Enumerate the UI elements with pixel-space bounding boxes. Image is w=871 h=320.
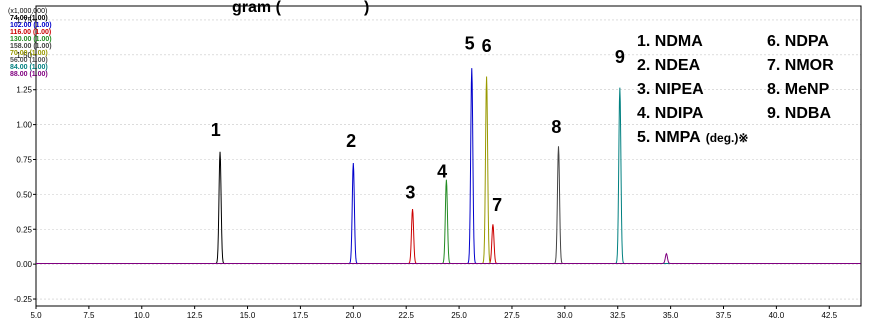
title-fragment: gram (	[232, 0, 282, 16]
series-name: 70.00 (1.00)	[10, 50, 48, 57]
peak-label: 3	[405, 183, 415, 203]
y-tick-label: 0.25	[16, 225, 32, 234]
peak-labels: 1 2 3 4 5 6 7 8 9	[211, 33, 625, 215]
legend-entry-name: 3. NIPEA	[637, 81, 704, 98]
series-name: 88.00 (1.00)	[10, 71, 48, 78]
peak-label: 5	[465, 33, 475, 53]
legend-entry: 7. NMOR	[767, 57, 834, 74]
plot-frame	[35, 5, 862, 307]
peak-label: 2	[346, 131, 356, 151]
x-tick-label: 17.5	[293, 311, 309, 320]
legend-entry-name: 5. NMPA	[637, 129, 701, 146]
legend-entry-name: 2. NDEA	[637, 57, 701, 74]
traces	[36, 68, 861, 264]
legend-entry-note: (deg.)※	[706, 131, 749, 145]
legend-entry-name: 1. NDMA	[637, 33, 703, 50]
legend-entry: 2. NDEA	[637, 57, 701, 74]
legend-entry: 3. NIPEA	[637, 81, 704, 98]
y-tick-label: 1.50	[16, 51, 32, 60]
series-trace	[36, 252, 861, 264]
legend-entry: 8. MeNP	[767, 81, 830, 98]
compound-legend: 1. NDMA 6. NDPA 2. NDEA 7. NMOR 3. NIPEA 8. M…	[637, 33, 834, 146]
x-tick-label: 30.0	[557, 311, 573, 320]
peak-label: 8	[551, 117, 561, 137]
legend-entry: 5. NMPA (deg.)※	[637, 129, 748, 146]
series-name: 130.00 (1.00)	[10, 36, 52, 43]
x-tick-label: 25.0	[451, 311, 467, 320]
x-tick-label: 22.5	[398, 311, 414, 320]
series-name: 84.00 (1.00)	[10, 64, 48, 71]
x-tick-label: 42.5	[821, 311, 837, 320]
mz-list: 74.00 (1.00)102.00 (1.00)116.00 (1.00)13…	[10, 15, 52, 78]
x-tick-label: 15.0	[240, 311, 256, 320]
legend-entry: 9. NDBA	[767, 105, 831, 122]
title-fragment-end: )	[364, 0, 369, 16]
x-tick-label: 10.0	[134, 311, 150, 320]
x-tick-label: 37.5	[716, 311, 732, 320]
peak-label: 7	[492, 195, 502, 215]
y-tick-label: 1.25	[16, 86, 32, 95]
x-tick-label: 40.0	[769, 311, 785, 320]
series-name: 56.00 (1.00)	[10, 57, 48, 64]
y-scale-label: (x1,000,000)	[8, 8, 47, 15]
x-tick-label: 7.5	[83, 311, 95, 320]
series-name: 74.00 (1.00)	[10, 15, 48, 22]
peak-label: 4	[437, 162, 447, 182]
y-tick-label: 0.50	[16, 190, 32, 199]
x-tick-label: 5.0	[30, 311, 42, 320]
x-tick-label: 12.5	[187, 311, 203, 320]
x-tick-label: 35.0	[663, 311, 679, 320]
series-trace	[36, 179, 861, 264]
x-tick-label: 20.0	[346, 311, 362, 320]
y-tick-label: -0.25	[14, 295, 33, 304]
legend-entry-name: 9. NDBA	[767, 105, 831, 122]
legend-entry-name: 4. NDIPA	[637, 105, 704, 122]
legend-entry: 1. NDMA	[637, 33, 703, 50]
legend-entry-name: 6. NDPA	[767, 33, 829, 50]
y-tick-label: 1.75	[16, 16, 32, 25]
peak-label: 9	[615, 47, 625, 67]
y-tick-label: 0.75	[16, 155, 32, 164]
y-tick-label: 1.00	[16, 121, 32, 130]
series-name: 102.00 (1.00)	[10, 22, 52, 29]
legend-entry: 4. NDIPA	[637, 105, 704, 122]
series-name: 116.00 (1.00)	[10, 29, 51, 36]
x-tick-label: 27.5	[504, 311, 520, 320]
grid	[36, 19, 861, 300]
peak-label: 1	[211, 120, 221, 140]
legend-entry-name: 8. MeNP	[767, 81, 830, 98]
x-tick-label: 32.5	[610, 311, 626, 320]
chart-title: gram ( )	[232, 0, 369, 16]
y-tick-label: 0.00	[16, 260, 32, 269]
legend-entry: 6. NDPA	[767, 33, 829, 50]
peak-label: 6	[482, 36, 492, 56]
legend-entry-name: 7. NMOR	[767, 57, 834, 74]
axes: 1.75 1.50 1.25 1.00 0.75 0.50 0.25 0.00 -0.25 5.0…	[14, 5, 862, 320]
series-name: 158.00 (1.00)	[10, 43, 52, 50]
